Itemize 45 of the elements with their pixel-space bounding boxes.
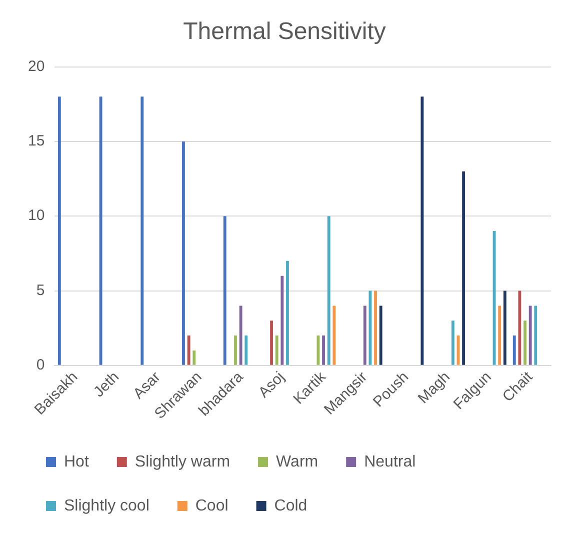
x-tick-label: Jeth bbox=[90, 368, 122, 401]
bar bbox=[327, 216, 330, 365]
legend-label: Slightly warm bbox=[134, 453, 230, 470]
bar bbox=[239, 306, 242, 365]
y-tick-label: 0 bbox=[36, 356, 45, 374]
bar bbox=[275, 336, 278, 365]
legend-label: Neutral bbox=[364, 453, 416, 470]
legend-label: Warm bbox=[276, 453, 318, 470]
bar bbox=[58, 96, 61, 365]
y-tick-label: 20 bbox=[28, 58, 45, 75]
bar bbox=[503, 290, 506, 365]
legend-label: Cool bbox=[195, 497, 228, 514]
bar bbox=[223, 216, 226, 365]
y-tick-label: 10 bbox=[28, 207, 45, 224]
bar bbox=[332, 306, 336, 365]
bar bbox=[368, 290, 372, 365]
bar bbox=[518, 290, 522, 365]
bar bbox=[322, 336, 325, 365]
legend-label: Slightly cool bbox=[64, 497, 150, 514]
bar bbox=[286, 260, 289, 365]
bar bbox=[244, 336, 248, 365]
bar bbox=[270, 320, 273, 365]
bar bbox=[498, 306, 502, 365]
bar bbox=[363, 306, 366, 365]
bar bbox=[451, 320, 454, 365]
legend-label: Hot bbox=[64, 453, 90, 470]
bar bbox=[140, 96, 144, 365]
bar bbox=[379, 306, 382, 365]
bar bbox=[280, 276, 284, 365]
bar bbox=[462, 171, 466, 365]
chart-title: Thermal Sensitivity bbox=[183, 18, 386, 46]
bar bbox=[528, 306, 532, 365]
bar bbox=[187, 336, 190, 365]
bar bbox=[420, 96, 424, 365]
bar bbox=[234, 336, 237, 365]
bar bbox=[192, 350, 196, 365]
bar bbox=[316, 336, 320, 365]
bar bbox=[534, 306, 538, 365]
bar bbox=[374, 290, 377, 365]
y-tick-label: 15 bbox=[28, 132, 45, 150]
y-tick-label: 5 bbox=[36, 282, 45, 299]
bar bbox=[512, 336, 516, 365]
bar bbox=[524, 320, 526, 365]
bar bbox=[182, 141, 185, 365]
legend-label: Cold bbox=[274, 497, 308, 514]
